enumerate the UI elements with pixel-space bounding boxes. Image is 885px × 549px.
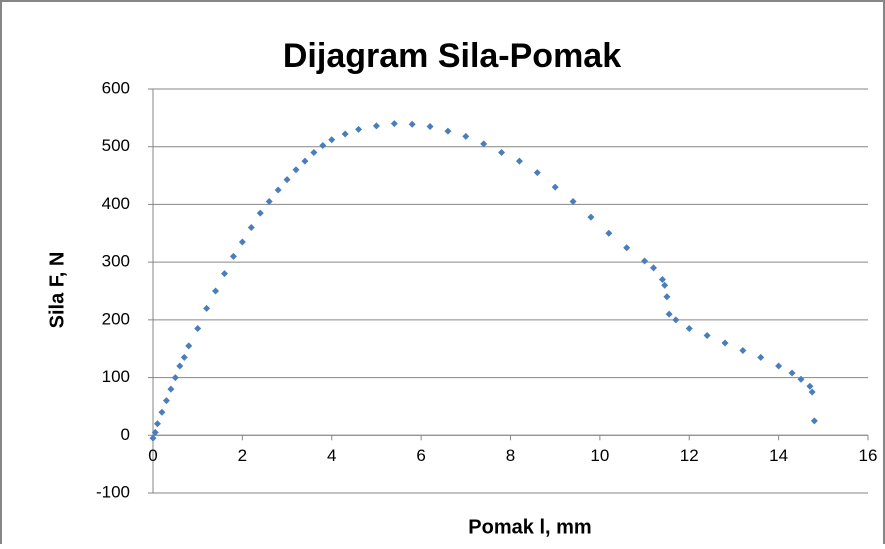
point [292,166,300,174]
point [328,136,336,144]
x-axis-title: Pomak l, mm [468,516,591,538]
point [775,362,783,370]
point [650,264,657,272]
point [685,325,693,333]
point [301,157,309,165]
y-tick-label: -100 [96,482,130,501]
point [672,316,680,324]
point [739,346,747,354]
point [806,382,814,390]
point [158,408,166,416]
point [810,417,818,425]
x-tick-label: 16 [859,446,878,465]
x-tick-label: 12 [680,446,699,465]
point [426,123,434,131]
point [480,140,488,148]
point [390,120,398,128]
point [265,198,273,206]
point [661,281,669,289]
x-tick-label: 2 [238,446,247,465]
y-tick-label: 0 [121,425,130,444]
point [238,238,246,246]
x-tick-label: 8 [506,446,515,465]
point [462,132,470,140]
x-tick-label: 10 [590,446,609,465]
point [444,127,452,135]
point [153,420,161,428]
point [180,353,188,361]
point [221,270,228,278]
point [151,428,159,436]
y-tick-label: 400 [102,194,130,213]
y-tick-label: 600 [102,78,130,97]
point [341,130,349,138]
point [212,287,220,295]
point [587,213,595,221]
point [185,342,193,350]
point [408,120,416,128]
point [569,198,577,206]
point [788,369,796,377]
point [355,125,363,133]
point [665,310,673,318]
point [757,353,765,361]
y-tick-label: 500 [102,136,130,155]
point [623,244,631,252]
y-tick-label: 200 [102,309,130,328]
point [203,304,211,312]
x-tick-label: 14 [769,446,788,465]
point [310,148,318,156]
point [797,375,805,383]
point [167,385,175,393]
point [162,397,170,405]
point [533,169,541,177]
point [319,142,327,150]
point [551,183,559,191]
point [229,252,237,260]
x-tick-label: 0 [148,446,157,465]
point [171,374,179,382]
point [808,388,816,396]
point [176,362,184,370]
point [149,434,157,442]
chart-title: Dijagram Sila-Pomak [283,37,621,75]
point [641,257,649,265]
point [274,186,282,194]
x-tick-label: 4 [327,446,336,465]
point [283,176,291,184]
y-axis-title: Sila F, N [46,252,68,329]
point [605,229,613,237]
point [372,122,380,130]
point [194,325,202,333]
point [256,209,264,217]
y-tick-label: 300 [102,252,130,271]
y-tick-label: 100 [102,367,130,386]
point [663,293,671,301]
point [703,331,711,339]
point [498,148,506,156]
x-tick-label: 6 [416,446,425,465]
point [247,224,255,232]
point [721,339,729,347]
point [515,157,523,165]
point [658,275,666,283]
